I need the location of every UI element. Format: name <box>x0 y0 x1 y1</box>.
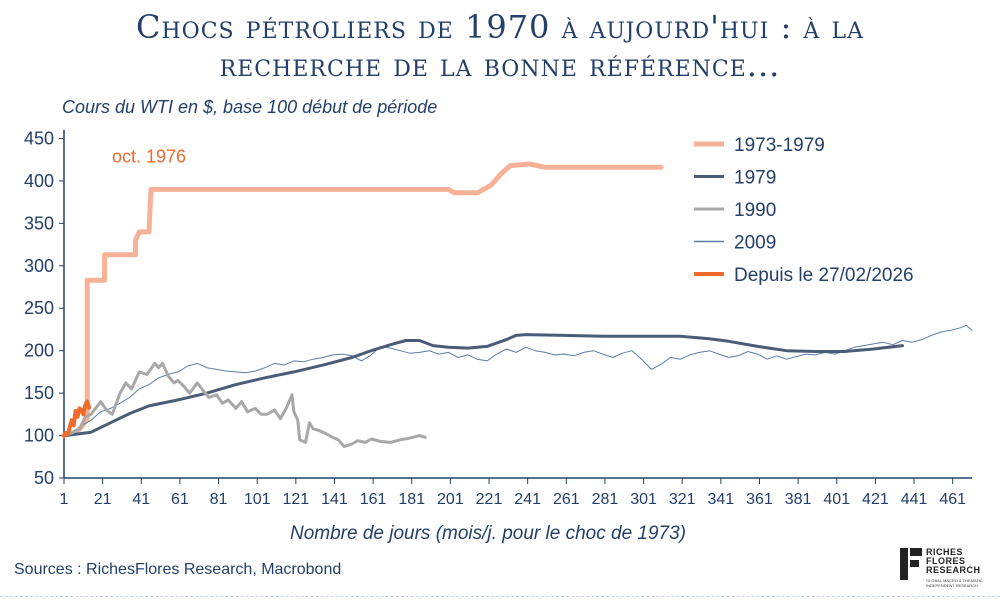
logo-tagline: GLOBAL MACRO & THEMATIC INDEPENDENT RESE… <box>926 578 983 588</box>
series-line-1973-1979 <box>61 161 664 439</box>
x-tick-label: 261 <box>553 491 580 508</box>
y-tick-label: 300 <box>24 256 54 276</box>
x-tick-label: 101 <box>244 491 271 508</box>
y-tick-label: 50 <box>34 468 54 488</box>
series-line-depuis-le-27-02-2026 <box>62 399 92 438</box>
annotation-oct-1976: oct. 1976 <box>112 146 186 166</box>
x-tick-label: 181 <box>398 491 425 508</box>
x-tick-label: 121 <box>282 491 309 508</box>
y-tick-label: 100 <box>24 426 54 446</box>
x-axis-title: Nombre de jours (mois/j. pour le choc de… <box>290 523 686 544</box>
logo-mark-icon <box>900 548 922 580</box>
x-tick-label: 41 <box>132 491 150 508</box>
y-tick-label: 450 <box>24 128 54 148</box>
x-tick-label: 21 <box>94 491 112 508</box>
x-tick-label: 361 <box>746 491 773 508</box>
x-tick-label: 381 <box>785 491 812 508</box>
logo-line-1: RICHES <box>926 547 964 557</box>
legend-label: 1973-1979 <box>734 135 825 156</box>
x-tick-label: 221 <box>476 491 503 508</box>
y-tick-label: 350 <box>24 213 54 233</box>
x-tick-label: 241 <box>514 491 541 508</box>
x-tick-label: 301 <box>630 491 657 508</box>
x-tick-label: 141 <box>321 491 348 508</box>
series-line-2009 <box>63 324 973 437</box>
chart-title-line-2: recherche de la bonne référence... <box>219 46 781 84</box>
y-tick-label: 400 <box>24 171 54 191</box>
legend-label: Depuis le 27/02/2026 <box>734 265 914 286</box>
x-tick-label: 1 <box>60 491 69 508</box>
x-tick-label: 461 <box>939 491 966 508</box>
logo-name: RICHES FLORES RESEARCH <box>926 548 981 575</box>
legend-label: 1990 <box>734 200 776 221</box>
x-tick-label: 61 <box>171 491 189 508</box>
source-note: Sources : RichesFlores Research, Macrobo… <box>14 561 342 578</box>
x-tick-label: 341 <box>707 491 734 508</box>
x-tick-label: 321 <box>669 491 696 508</box>
legend-label: 1979 <box>734 168 776 189</box>
y-tick-label: 150 <box>24 383 54 403</box>
x-tick-label: 421 <box>862 491 889 508</box>
series-line-1990 <box>62 361 427 449</box>
chart-title-line-1: Chocs pétroliers de 1970 à aujourd'hui :… <box>136 8 864 46</box>
chart-subtitle: Cours du WTI en $, base 100 début de pér… <box>62 97 438 117</box>
x-tick-label: 81 <box>210 491 228 508</box>
x-tick-label: 201 <box>437 491 464 508</box>
footer-divider <box>0 596 1000 597</box>
x-tick-label: 161 <box>360 491 387 508</box>
x-tick-label: 281 <box>592 491 619 508</box>
y-tick-label: 200 <box>24 341 54 361</box>
y-tick-label: 250 <box>24 298 54 318</box>
riches-flores-logo: RICHES FLORES RESEARCH GLOBAL MACRO & TH… <box>900 546 990 592</box>
series-line-1979 <box>62 333 904 438</box>
logo-line-2: FLORES <box>926 556 966 566</box>
x-tick-label: 441 <box>901 491 928 508</box>
x-tick-label: 401 <box>823 491 850 508</box>
logo-line-3: RESEARCH <box>926 565 981 575</box>
legend-label: 2009 <box>734 233 776 254</box>
